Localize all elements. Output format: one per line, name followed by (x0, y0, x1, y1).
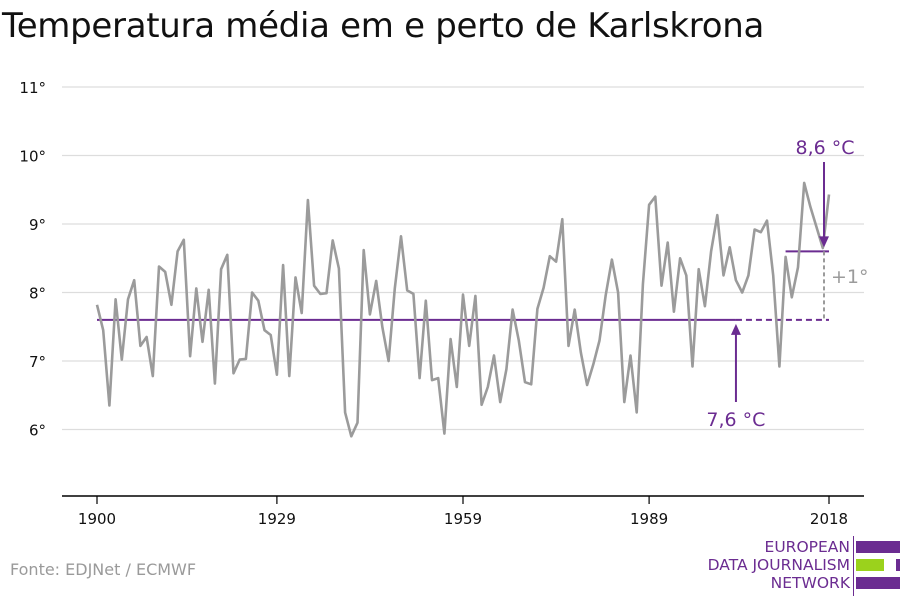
recent-value-label: 8,6 °C (795, 137, 854, 159)
recent-arrow-head (819, 236, 829, 248)
y-tick-label: 11° (19, 79, 46, 97)
x-tick-label: 2018 (810, 510, 848, 528)
y-tick-label: 8° (29, 285, 46, 303)
baseline-value-label: 7,6 °C (706, 409, 765, 431)
logo-divider (853, 536, 854, 596)
x-tick-label: 1989 (630, 510, 668, 528)
logo-bar-2-edge (896, 559, 900, 571)
y-tick-label: 9° (29, 216, 46, 234)
logo-line-2: DATA JOURNALISM (707, 556, 850, 574)
x-tick-label: 1929 (258, 510, 296, 528)
series (95, 181, 831, 438)
logo-line-1: EUROPEAN (764, 538, 850, 556)
source-note: Fonte: EDJNet / ECMWF (10, 560, 197, 579)
edjnet-logo: EUROPEAN DATA JOURNALISM NETWORK (690, 536, 900, 596)
logo-line-3: NETWORK (770, 574, 850, 592)
y-tick-label: 7° (29, 353, 46, 371)
logo-bar-1 (856, 541, 900, 553)
annotation-labels: 7,6 °C 8,6 °C +1° (706, 137, 868, 431)
baseline-arrow-head (730, 323, 741, 335)
axes: 6° 7° 8° 9° 10° 11° 1900 1929 1959 1989 2018 (19, 79, 864, 528)
grid-lines (62, 86, 864, 431)
y-tick-label: 10° (19, 148, 46, 166)
chart-title: Temperatura média em e perto de Karlskro… (2, 6, 765, 46)
y-tick-label: 6° (29, 422, 46, 440)
temperature-series-line (95, 181, 831, 438)
difference-label: +1° (831, 266, 869, 288)
logo-bar-2 (856, 559, 884, 571)
x-tick-label: 1959 (444, 510, 482, 528)
x-tick-label: 1900 (78, 510, 116, 528)
logo-bar-3 (856, 577, 900, 589)
